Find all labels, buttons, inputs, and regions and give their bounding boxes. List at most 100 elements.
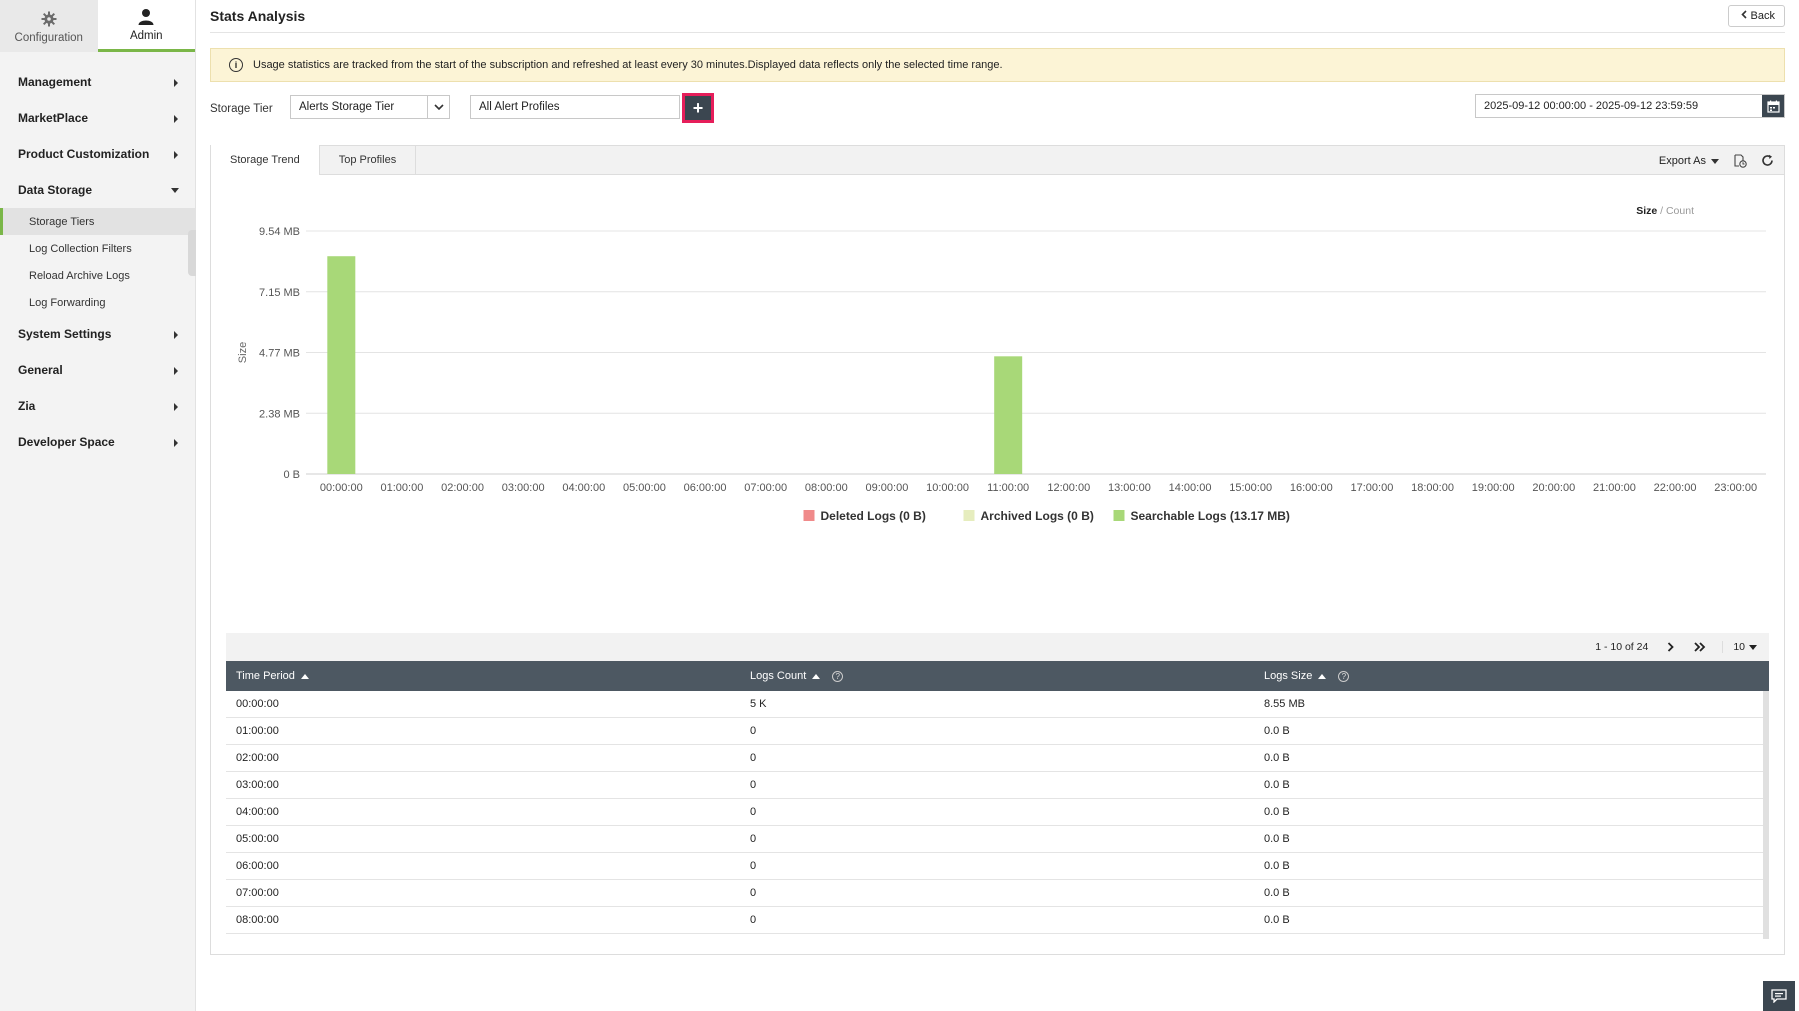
last-page-icon[interactable] bbox=[1692, 639, 1708, 655]
sidebar-item-label: MarketPlace bbox=[18, 111, 89, 125]
sidebar-item-label: Product Customization bbox=[18, 147, 150, 161]
table-scrollbar[interactable] bbox=[1763, 691, 1769, 939]
size-toggle-active[interactable]: Size bbox=[1636, 205, 1658, 217]
user-icon bbox=[138, 7, 154, 27]
table-row: 00:00:00 5 K 8.55 MB bbox=[226, 691, 1763, 718]
help-icon[interactable]: ? bbox=[832, 670, 844, 682]
chevron-right-icon bbox=[174, 151, 178, 159]
filter-row: Storage Tier Alerts Storage Tier + 2025-… bbox=[210, 82, 1785, 138]
table-cell: 8.55 MB bbox=[1264, 698, 1305, 710]
x-tick-label: 18:00:00 bbox=[1411, 482, 1454, 494]
alert-profiles-input[interactable] bbox=[470, 95, 680, 119]
x-tick-label: 15:00:00 bbox=[1229, 482, 1272, 494]
sidebar-item-management[interactable]: Management bbox=[0, 64, 195, 100]
table-cell: 06:00:00 bbox=[236, 860, 279, 872]
tab-storage-trend[interactable]: Storage Trend bbox=[211, 145, 320, 175]
size-count-toggle[interactable]: Size / Count bbox=[1636, 205, 1694, 217]
storage-tier-value: Alerts Storage Tier bbox=[299, 101, 395, 113]
chevron-down-icon bbox=[427, 96, 449, 118]
sidebar-item-zia[interactable]: Zia bbox=[0, 388, 195, 424]
table-cell: 08:00:00 bbox=[236, 914, 279, 926]
x-tick-label: 00:00:00 bbox=[320, 482, 363, 494]
tab-top-profiles[interactable]: Top Profiles bbox=[320, 145, 417, 174]
back-button-label: Back bbox=[1750, 10, 1775, 22]
chat-icon[interactable] bbox=[1763, 981, 1795, 1011]
sidebar-item-marketplace[interactable]: MarketPlace bbox=[0, 100, 195, 136]
table-cell: 0 bbox=[750, 779, 757, 791]
tab-admin[interactable]: Admin bbox=[97, 0, 195, 52]
pager-bar: 1 - 10 of 24 10 bbox=[226, 633, 1769, 661]
sidebar-subitem-storage-tiers[interactable]: Storage Tiers bbox=[0, 208, 195, 235]
stats-table: 1 - 10 of 24 10 Time Period Log bbox=[226, 633, 1769, 939]
pager-text: 1 - 10 of 24 bbox=[1595, 641, 1649, 653]
table-cell: 0 bbox=[750, 833, 757, 845]
table-cell: 04:00:00 bbox=[236, 806, 279, 818]
storage-tier-select[interactable]: Alerts Storage Tier bbox=[290, 95, 450, 119]
calendar-icon[interactable] bbox=[1762, 95, 1784, 117]
y-tick-label: 4.77 MB bbox=[259, 348, 300, 360]
table-cell: 0.0 B bbox=[1264, 806, 1290, 818]
sidebar-top-tabs: Configuration Admin bbox=[0, 0, 195, 52]
sidebar-item-data-storage[interactable]: Data Storage bbox=[0, 172, 195, 208]
x-tick-label: 05:00:00 bbox=[623, 482, 666, 494]
chevron-right-icon bbox=[174, 403, 178, 411]
table-body: 00:00:00 5 K 8.55 MB 01:00:00 0 0.0 B 02:00:00… bbox=[226, 691, 1769, 939]
table-cell: 0.0 B bbox=[1264, 752, 1290, 764]
sidebar-item-label: System Settings bbox=[18, 327, 112, 341]
y-tick-label: 2.38 MB bbox=[259, 408, 300, 420]
export-as-button[interactable]: Export As bbox=[1659, 155, 1719, 167]
panel-toolbar: Export As bbox=[1659, 146, 1774, 175]
sidebar-item-label: Management bbox=[18, 75, 92, 89]
info-banner: i Usage statistics are tracked from the … bbox=[210, 48, 1785, 82]
sort-ascending-icon[interactable] bbox=[300, 673, 309, 679]
chevron-down-icon bbox=[171, 188, 179, 193]
size-toggle-inactive[interactable]: Count bbox=[1665, 205, 1694, 217]
legend-swatch bbox=[803, 510, 815, 521]
sidebar-subitem-log-collection-filters[interactable]: Log Collection Filters bbox=[29, 242, 132, 255]
export-as-label: Export As bbox=[1658, 154, 1706, 167]
sidebar-item-general[interactable]: General bbox=[0, 352, 195, 388]
column-label: Logs Size bbox=[1264, 670, 1313, 682]
column-logs-size[interactable]: Logs Size ? bbox=[1254, 670, 1769, 682]
help-icon[interactable]: ? bbox=[1338, 670, 1350, 682]
refresh-icon[interactable] bbox=[1761, 154, 1774, 167]
table-row: 01:00:00 0 0.0 B bbox=[226, 718, 1763, 745]
date-range-picker[interactable]: 2025-09-12 00:00:00 - 2025-09-12 23:59:5… bbox=[1475, 94, 1785, 118]
table-cell: 07:00:00 bbox=[236, 887, 279, 899]
chevron-right-icon bbox=[174, 367, 178, 375]
add-profile-button[interactable]: + bbox=[682, 93, 714, 123]
plus-icon: + bbox=[685, 96, 711, 120]
chevron-right-icon bbox=[174, 79, 178, 87]
table-row: 08:00:00 0 0.0 B bbox=[226, 907, 1763, 934]
sidebar-subitem-reload-archive-logs[interactable]: Reload Archive Logs bbox=[29, 269, 130, 282]
sort-ascending-icon[interactable] bbox=[812, 673, 821, 679]
stats-panel: Storage Trend Top Profiles Export As Siz… bbox=[210, 145, 1785, 955]
x-tick-label: 23:00:00 bbox=[1714, 482, 1757, 494]
table-cell: 0 bbox=[750, 725, 757, 737]
table-cell: 0.0 B bbox=[1264, 860, 1290, 872]
table-cell: 0 bbox=[750, 752, 757, 764]
column-logs-count[interactable]: Logs Count ? bbox=[740, 670, 1254, 682]
table-cell: 5 K bbox=[750, 698, 767, 710]
sidebar-item-developer-space[interactable]: Developer Space bbox=[0, 424, 195, 460]
sidebar-item-system-settings[interactable]: System Settings bbox=[0, 316, 195, 352]
next-page-icon[interactable] bbox=[1662, 639, 1678, 655]
sort-ascending-icon[interactable] bbox=[1318, 673, 1327, 679]
per-page-select[interactable]: 10 bbox=[1722, 641, 1757, 653]
x-tick-label: 02:00:00 bbox=[441, 482, 484, 494]
table-cell: 0 bbox=[750, 860, 757, 872]
tab-configuration[interactable]: Configuration bbox=[0, 0, 98, 52]
info-banner-text: Usage statistics are tracked from the st… bbox=[253, 59, 1003, 71]
back-button[interactable]: Back bbox=[1727, 5, 1785, 27]
sidebar-collapse-handle[interactable] bbox=[188, 230, 196, 276]
sidebar-subitem-log-forwarding[interactable]: Log Forwarding bbox=[29, 296, 106, 309]
size-toggle-separator: / bbox=[1657, 205, 1666, 217]
sidebar-item-product-customization[interactable]: Product Customization bbox=[0, 136, 195, 172]
y-axis-label: Size bbox=[237, 342, 249, 363]
column-time-period[interactable]: Time Period bbox=[226, 670, 740, 682]
gear-icon bbox=[41, 9, 57, 29]
table-row: 04:00:00 0 0.0 B bbox=[226, 799, 1763, 826]
table-cell: 0.0 B bbox=[1264, 887, 1290, 899]
schedule-report-icon[interactable] bbox=[1733, 153, 1747, 168]
y-tick-label: 9.54 MB bbox=[259, 226, 300, 238]
